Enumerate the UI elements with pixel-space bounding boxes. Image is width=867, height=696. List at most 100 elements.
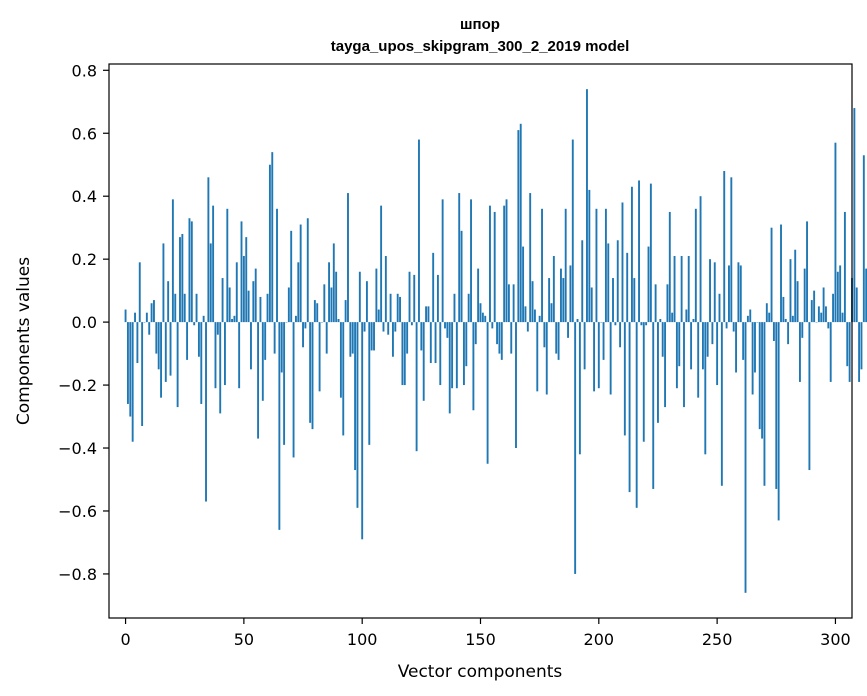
bar-50 bbox=[242, 256, 245, 323]
bar-154 bbox=[489, 205, 491, 323]
bar-107 bbox=[377, 309, 380, 323]
bar-219 bbox=[642, 322, 645, 442]
bar-135 bbox=[444, 322, 446, 329]
bar-143 bbox=[462, 322, 465, 386]
bar-313 bbox=[865, 268, 867, 323]
bar-268 bbox=[758, 322, 761, 430]
bar-303 bbox=[841, 312, 844, 323]
bar-27 bbox=[188, 218, 191, 323]
bar-125 bbox=[420, 322, 423, 351]
bar-235 bbox=[680, 256, 683, 323]
bar-155 bbox=[491, 322, 494, 329]
bar-113 bbox=[392, 322, 394, 357]
bar-73 bbox=[297, 262, 300, 323]
bar-30 bbox=[195, 293, 198, 323]
bar-217 bbox=[638, 180, 640, 323]
bar-255 bbox=[728, 265, 730, 323]
bar-45 bbox=[231, 318, 233, 323]
bar-150 bbox=[479, 303, 482, 323]
bar-283 bbox=[794, 249, 797, 323]
bar-270 bbox=[763, 322, 766, 486]
bar-120 bbox=[408, 271, 411, 323]
bar-162 bbox=[507, 284, 510, 323]
bar-51 bbox=[245, 237, 248, 323]
bar-304 bbox=[843, 211, 846, 323]
bar-176 bbox=[541, 208, 543, 323]
chart-title-line-2: tayga_upos_skipgram_300_2_2019 model bbox=[331, 38, 630, 55]
bar-230 bbox=[668, 211, 671, 323]
bar-220 bbox=[645, 322, 648, 326]
bar-261 bbox=[742, 322, 745, 360]
bar-210 bbox=[621, 202, 624, 323]
y-tick-label: 0.6 bbox=[72, 124, 97, 143]
bar-75 bbox=[302, 322, 304, 348]
bar-287 bbox=[803, 268, 806, 323]
bar-92 bbox=[342, 322, 345, 436]
bar-231 bbox=[671, 312, 674, 323]
x-axis-label: Vector components bbox=[398, 662, 563, 682]
bar-258 bbox=[735, 322, 737, 373]
bar-136 bbox=[446, 322, 449, 338]
bar-98 bbox=[356, 322, 359, 508]
bar-204 bbox=[607, 243, 610, 323]
bar-294 bbox=[820, 312, 823, 323]
bar-138 bbox=[451, 322, 454, 389]
bar-139 bbox=[453, 293, 456, 323]
bar-225 bbox=[657, 322, 659, 423]
bar-241 bbox=[694, 208, 697, 323]
bar-122 bbox=[413, 274, 416, 323]
bar-44 bbox=[228, 287, 231, 323]
bar-42 bbox=[224, 322, 226, 386]
y-tick-label: 0.4 bbox=[72, 187, 97, 206]
bar-297 bbox=[827, 322, 830, 329]
bar-142 bbox=[460, 230, 463, 323]
bar-16 bbox=[162, 243, 165, 323]
bar-253 bbox=[723, 171, 726, 323]
bar-147 bbox=[472, 322, 475, 411]
bar-131 bbox=[434, 322, 437, 364]
bar-105 bbox=[373, 322, 375, 351]
bar-39 bbox=[216, 322, 219, 335]
bar-282 bbox=[791, 315, 794, 323]
bar-259 bbox=[737, 262, 740, 323]
bar-218 bbox=[640, 322, 643, 326]
bar-33 bbox=[202, 315, 205, 323]
x-axis-ticks: 0 50 100 150 200 250 300 bbox=[120, 618, 851, 649]
bar-0 bbox=[124, 309, 127, 323]
plot-frame bbox=[108, 63, 853, 619]
bar-47 bbox=[235, 262, 238, 323]
bar-84 bbox=[323, 284, 326, 323]
y-tick-label: 0.0 bbox=[72, 313, 97, 332]
bar-171 bbox=[529, 193, 532, 323]
bar-277 bbox=[780, 224, 782, 323]
bar-238 bbox=[687, 256, 690, 323]
bar-9 bbox=[145, 312, 148, 323]
bar-156 bbox=[493, 211, 496, 323]
bar-77 bbox=[306, 218, 309, 323]
x-tick-label: 300 bbox=[820, 630, 851, 649]
bar-116 bbox=[399, 296, 401, 323]
y-tick-label: −0.2 bbox=[58, 376, 97, 395]
bar-280 bbox=[787, 322, 790, 345]
bar-149 bbox=[477, 268, 480, 323]
bar-1 bbox=[126, 322, 129, 404]
bar-293 bbox=[817, 306, 820, 323]
bar-90 bbox=[337, 318, 340, 323]
bar-264 bbox=[749, 309, 752, 323]
bar-102 bbox=[365, 281, 368, 323]
bar-100 bbox=[361, 322, 364, 540]
bar-101 bbox=[363, 322, 366, 332]
bar-137 bbox=[448, 322, 451, 414]
bar-223 bbox=[652, 322, 655, 489]
x-tick-label: 100 bbox=[347, 630, 378, 649]
bar-65 bbox=[278, 322, 281, 530]
bar-306 bbox=[848, 322, 851, 382]
bar-12 bbox=[153, 300, 155, 323]
bar-126 bbox=[422, 322, 425, 401]
bar-127 bbox=[425, 306, 428, 323]
bar-291 bbox=[813, 290, 816, 323]
bar-158 bbox=[498, 322, 501, 354]
bar-300 bbox=[834, 142, 837, 323]
bar-276 bbox=[777, 322, 780, 521]
y-tick-label: −0.8 bbox=[58, 565, 97, 584]
